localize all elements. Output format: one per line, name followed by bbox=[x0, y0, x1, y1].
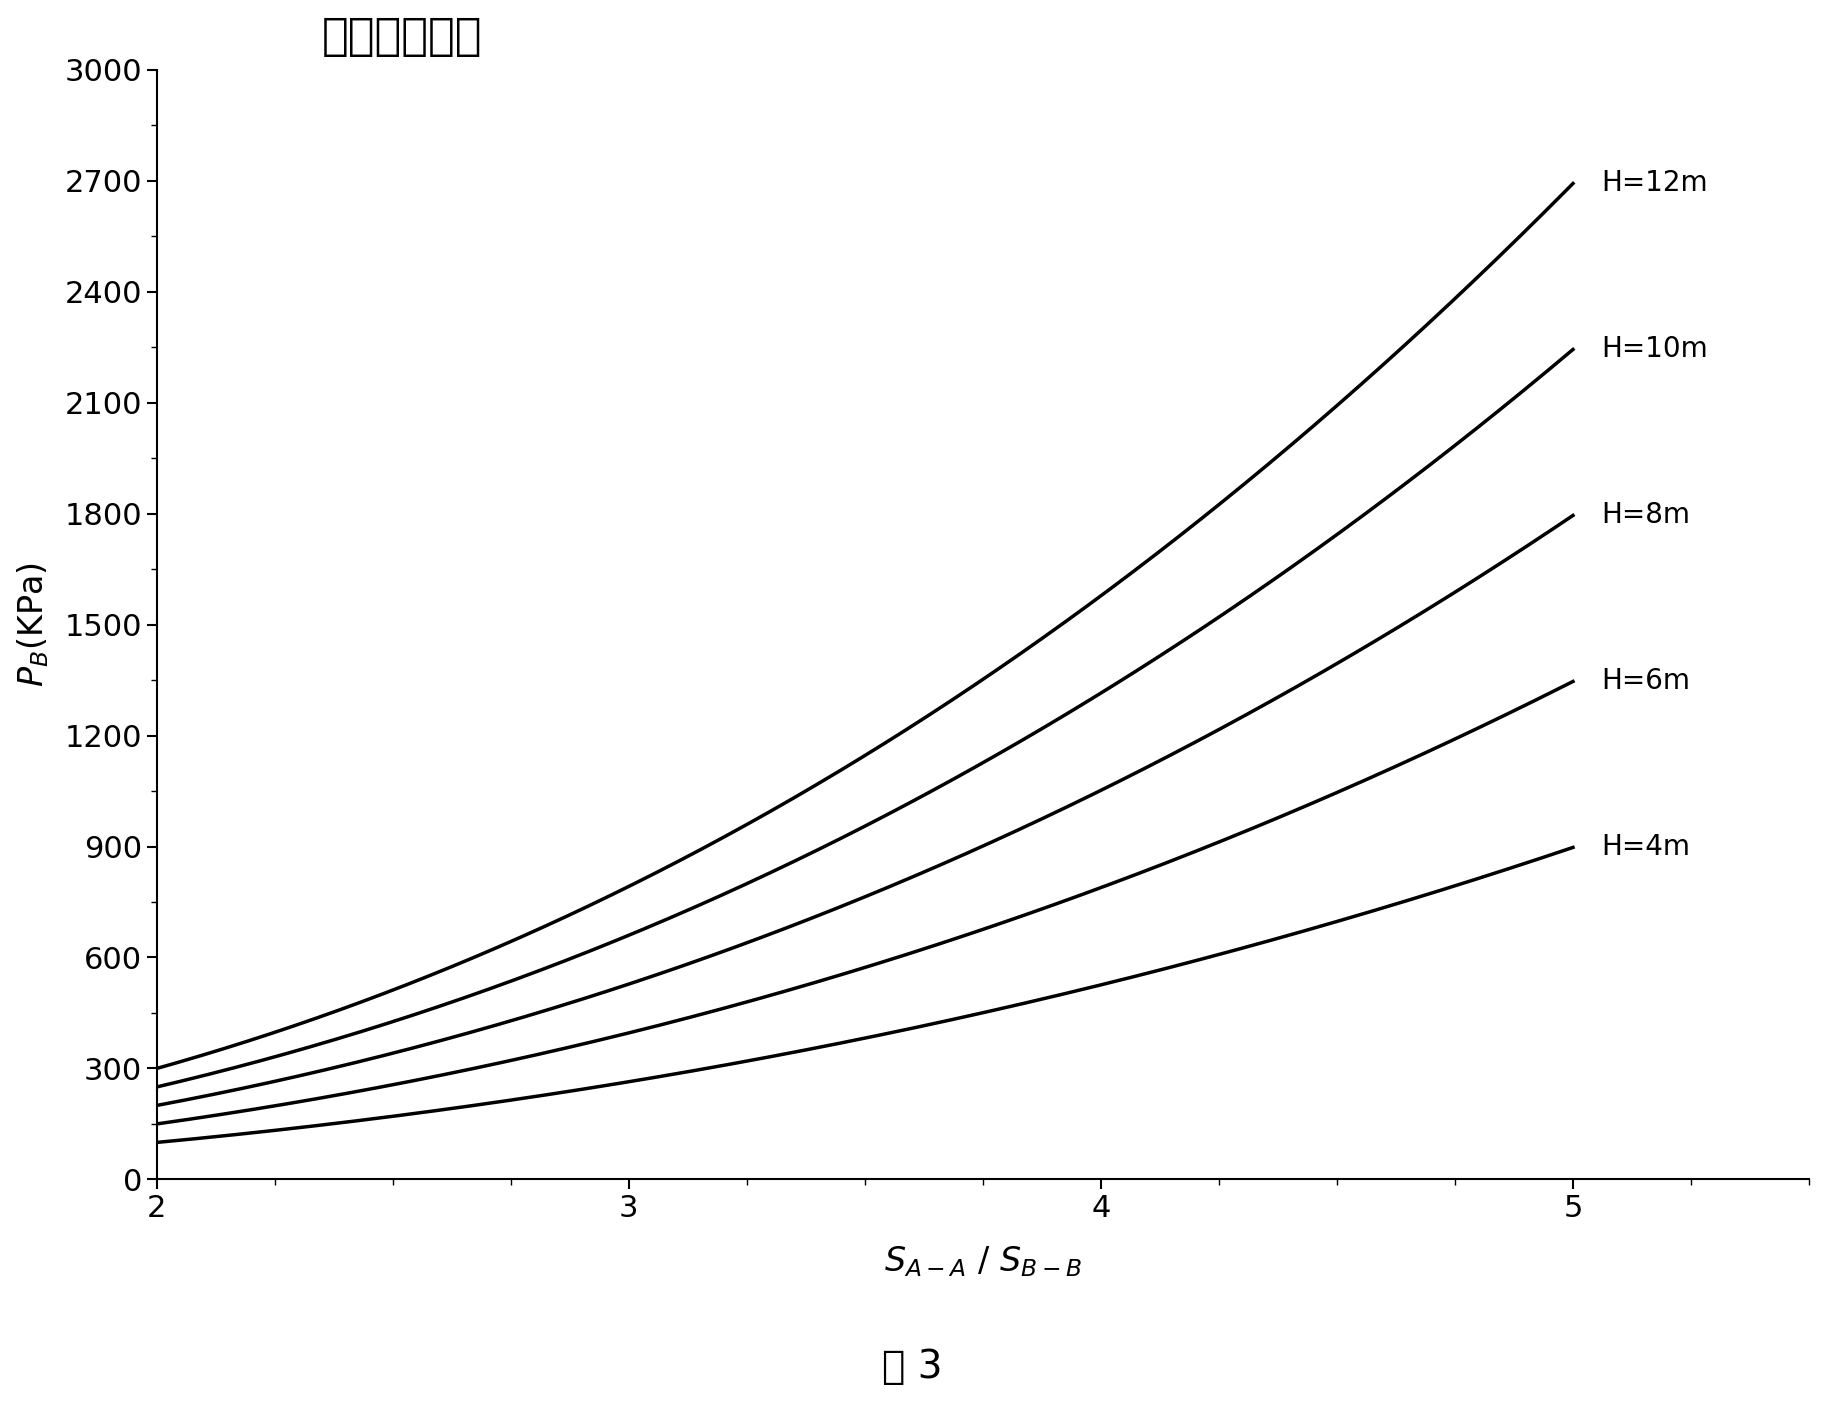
Text: H=4m: H=4m bbox=[1601, 834, 1690, 862]
Text: 图 3: 图 3 bbox=[881, 1348, 942, 1386]
X-axis label: $S_{A-A}$ / $S_{B-B}$: $S_{A-A}$ / $S_{B-B}$ bbox=[884, 1244, 1081, 1278]
Text: H=6m: H=6m bbox=[1601, 668, 1690, 696]
Text: H=10m: H=10m bbox=[1601, 336, 1706, 364]
Text: 真空度曲线图: 真空度曲线图 bbox=[323, 15, 483, 58]
Text: H=12m: H=12m bbox=[1601, 170, 1706, 197]
Text: H=8m: H=8m bbox=[1601, 502, 1690, 530]
Y-axis label: $P_B$(KPa): $P_B$(KPa) bbox=[15, 562, 51, 688]
